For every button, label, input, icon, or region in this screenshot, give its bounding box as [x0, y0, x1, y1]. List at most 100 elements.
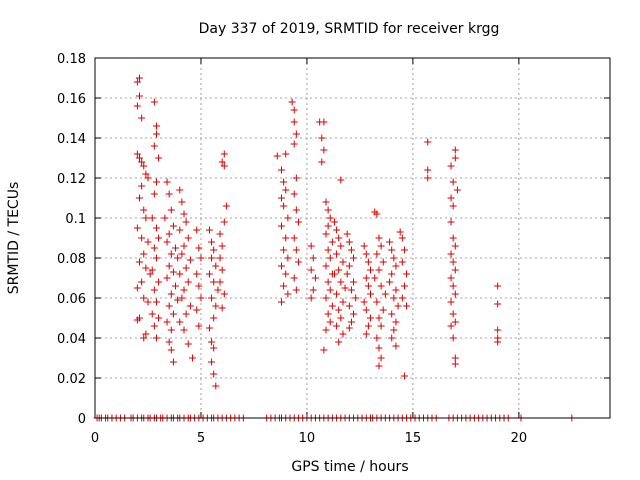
data-point [210, 314, 218, 322]
data-point [136, 194, 144, 202]
data-point [220, 150, 228, 158]
data-point [216, 254, 224, 262]
data-point [339, 330, 347, 338]
data-point [375, 266, 383, 274]
data-point [388, 310, 396, 318]
data-point [136, 154, 144, 162]
data-point [322, 230, 330, 238]
data-point [133, 78, 141, 86]
data-point [320, 118, 328, 126]
data-point [180, 210, 188, 218]
data-point [222, 202, 230, 210]
data-point [447, 322, 455, 330]
data-point [324, 310, 332, 318]
data-point [278, 298, 286, 306]
data-point [178, 294, 186, 302]
data-point [333, 322, 341, 330]
data-point [197, 254, 205, 262]
data-point [180, 326, 188, 334]
data-point [345, 302, 353, 310]
data-point [324, 246, 332, 254]
data-point [163, 238, 171, 246]
y-tick-label: 0.06 [57, 292, 86, 307]
data-point [447, 274, 455, 282]
x-tick-label: 5 [197, 431, 205, 446]
data-point [290, 106, 298, 114]
chart-title: Day 337 of 2019, SRMTID for receiver krg… [199, 21, 500, 37]
data-point [390, 254, 398, 262]
data-point [133, 316, 141, 324]
data-point [133, 150, 141, 158]
data-point [290, 140, 298, 148]
data-point [208, 238, 216, 246]
data-point [424, 166, 432, 174]
data-point [218, 304, 226, 312]
data-point [364, 258, 372, 266]
grid [95, 58, 610, 418]
data-point [282, 270, 290, 278]
data-point [451, 242, 459, 250]
data-point [345, 262, 353, 270]
data-point [216, 230, 224, 238]
data-point [309, 254, 317, 262]
data-point [379, 306, 387, 314]
data-point [210, 278, 218, 286]
data-point [144, 174, 152, 182]
data-point [330, 218, 338, 226]
data-point [322, 326, 330, 334]
data-point [377, 282, 385, 290]
data-point [392, 342, 400, 350]
y-tick-label: 0.02 [57, 372, 86, 387]
data-point [167, 250, 175, 258]
data-point [379, 258, 387, 266]
data-point [367, 314, 375, 322]
data-point [292, 286, 300, 294]
data-point [449, 234, 457, 242]
data-point [165, 338, 173, 346]
data-point [152, 178, 160, 186]
data-point [400, 372, 408, 380]
data-point [155, 314, 163, 322]
data-point [292, 246, 300, 254]
data-point [403, 270, 411, 278]
data-point [155, 154, 163, 162]
data-point [324, 206, 332, 214]
data-point [278, 262, 286, 270]
data-point [165, 302, 173, 310]
data-point [167, 326, 175, 334]
data-point [218, 266, 226, 274]
data-point [278, 166, 286, 174]
data-point [150, 190, 158, 198]
x-tick-label: 15 [405, 431, 422, 446]
data-point [424, 174, 432, 182]
data-point [152, 334, 160, 342]
data-point [390, 326, 398, 334]
data-point [182, 218, 190, 226]
data-point [165, 190, 173, 198]
data-point [163, 178, 171, 186]
data-point [328, 302, 336, 310]
data-point [447, 194, 455, 202]
data-point [375, 234, 383, 242]
data-point [167, 290, 175, 298]
data-point [178, 250, 186, 258]
data-point [318, 134, 326, 142]
data-point [133, 284, 141, 292]
data-point [449, 334, 457, 342]
data-point [326, 286, 334, 294]
y-tick-label: 0.04 [57, 332, 86, 347]
data-point [186, 302, 194, 310]
data-point [178, 198, 186, 206]
data-point [398, 234, 406, 242]
data-point [451, 146, 459, 154]
data-point [392, 262, 400, 270]
data-point [220, 290, 228, 298]
data-point [392, 318, 400, 326]
data-point [140, 162, 148, 170]
data-point [212, 262, 220, 270]
data-point [210, 344, 218, 352]
data-point [290, 274, 298, 282]
data-point [449, 282, 457, 290]
data-point [148, 310, 156, 318]
data-point [335, 306, 343, 314]
